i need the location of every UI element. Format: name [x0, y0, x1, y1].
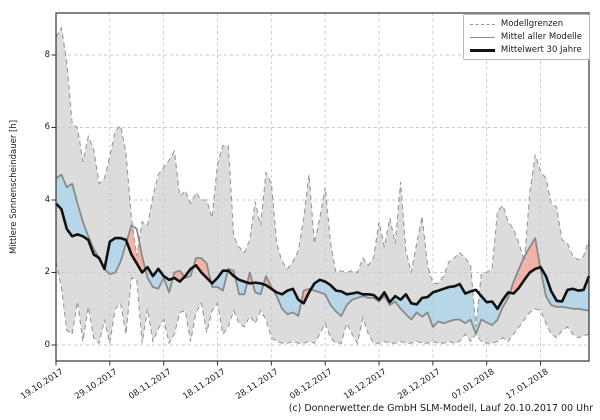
dashed-line-icon [469, 23, 495, 25]
mean-30y-line [55, 202, 591, 311]
cooler-wedge [310, 279, 510, 335]
legend-item-modellgrenzen: Modellgrenzen [469, 19, 582, 29]
cooler-wedge [540, 267, 589, 311]
black-line-icon [469, 48, 495, 52]
legend: Modellgrenzen Mittel aller Modelle Mitte… [462, 14, 590, 60]
legend-label: Mittel aller Modelle [500, 32, 582, 42]
y-axis-title: Mittlere Sonnenscheindauer [h] [9, 119, 19, 255]
legend-item-mittelwert-30-jahre: Mittelwert 30 Jahre [469, 45, 582, 55]
y-tick-label: 0 [44, 339, 50, 350]
legend-label: Mittelwert 30 Jahre [500, 45, 582, 55]
y-tick-label: 8 [44, 49, 50, 60]
mask-below-envelope [56, 261, 589, 361]
model-spread-band [56, 27, 589, 344]
upper-bound-line [55, 26, 590, 327]
legend-item-mittel-aller-modelle: Mittel aller Modelle [469, 32, 582, 42]
cooler-wedge [273, 288, 302, 316]
plot-border [55, 12, 590, 362]
legend-label: Modellgrenzen [500, 19, 564, 29]
mask-above-envelope [56, 13, 589, 327]
warmer-wedge [509, 238, 541, 294]
cooler-wedge [145, 267, 173, 293]
model-mean-line [55, 173, 590, 335]
y-tick-label: 2 [44, 267, 50, 277]
y-tick-label: 6 [44, 122, 50, 132]
y-tick-label: 4 [44, 194, 50, 205]
copyright-note: (c) Donnerwetter.de GmbH SLM-Modell, Lau… [288, 403, 593, 414]
gray-line-icon [469, 36, 495, 38]
lower-bound-line [55, 261, 590, 345]
